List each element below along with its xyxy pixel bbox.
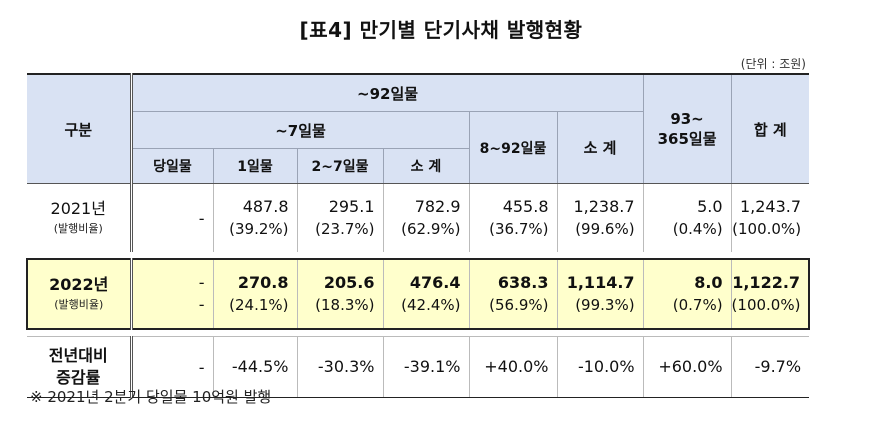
cell-total: -9.7% (730, 336, 810, 398)
cell-93-365days: 5.0 (0.4%) (642, 183, 732, 252)
value: +40.0% (484, 357, 549, 376)
value: 1,122.7 (732, 273, 801, 292)
cell-subtotal-7: -39.1% (382, 336, 470, 398)
row-label-yoy: 전년대비 증감률 (27, 336, 133, 398)
row-sublabel: (발행비율) (53, 222, 103, 235)
percent: (0.7%) (672, 296, 723, 314)
percent: (42.4%) (401, 296, 461, 314)
row-year: 2021년 (50, 199, 106, 218)
header-sameday: 당일물 (130, 148, 214, 184)
table-row-yoy-change: 전년대비 증감률 - -44.5% -30.3% -39.1% +40.0% -… (27, 336, 810, 398)
cell-93-365days: 8.0 (0.7%) (642, 258, 732, 330)
row-year: 2022년 (49, 275, 109, 294)
value: 1,114.7 (566, 273, 635, 292)
percent: (99.6%) (575, 220, 635, 238)
cell-93-365days: +60.0% (642, 336, 732, 398)
row-label-2021: 2021년 (발행비율) (27, 183, 133, 252)
row-gap (27, 329, 809, 337)
value: 8.0 (694, 273, 723, 292)
percent: (36.7%) (489, 220, 549, 238)
value: 455.8 (502, 197, 549, 216)
value: 1,238.7 (573, 197, 635, 216)
unit-label: (단위 : 조원) (740, 57, 806, 71)
cell-2-7days: 205.6 (18.3%) (296, 258, 384, 330)
value: -30.3% (317, 357, 375, 376)
table-row-2021: 2021년 (발행비율) - 487.8 (39.2%) 295.1 (23.7%)… (27, 183, 810, 252)
cell-subtotal-92: 1,114.7 (99.3%) (556, 258, 644, 330)
value: 270.8 (237, 273, 289, 292)
cell-2-7days: 295.1 (23.7%) (296, 183, 384, 252)
percent: (18.3%) (315, 296, 375, 314)
header-subtotal-92: 소 계 (556, 111, 644, 184)
percent: (62.9%) (401, 220, 461, 238)
value: 782.9 (414, 197, 461, 216)
cell-1day: 270.8 (24.1%) (212, 258, 298, 330)
header-93-365-line2: 365일물 (657, 129, 717, 148)
percent: - (198, 295, 205, 314)
cell-sameday: - (130, 183, 214, 252)
value: - (198, 273, 205, 292)
row-sublabel: (발행비율) (54, 298, 104, 311)
header-subtotal-7: 소 계 (382, 148, 470, 184)
row-label-line2: 증감률 (56, 368, 101, 387)
row-gap (27, 252, 809, 259)
cell-total: 1,122.7 (100.0%) (730, 258, 811, 330)
cell-1day: 487.8 (39.2%) (212, 183, 298, 252)
table-row-2022: 2022년 (발행비율) -- 270.8 (24.1%) 205.6 (18.3%… (26, 258, 811, 330)
percent: (0.4%) (672, 220, 723, 238)
header-gubun: 구분 (27, 73, 133, 184)
percent: (99.3%) (575, 296, 635, 314)
value: 638.3 (497, 273, 549, 292)
percent: (23.7%) (315, 220, 375, 238)
value: 487.8 (242, 197, 289, 216)
footnote: ※ 2021년 2분기 당일물 10억원 발행 (30, 388, 272, 406)
cell-subtotal-7: 782.9 (62.9%) (382, 183, 470, 252)
value: 205.6 (323, 273, 375, 292)
value: 5.0 (697, 197, 723, 216)
header-2-7days: 2~7일물 (296, 148, 384, 184)
value: 295.1 (328, 197, 375, 216)
cell-8-92days: +40.0% (468, 336, 558, 398)
cell-2-7days: -30.3% (296, 336, 384, 398)
table-title: [표4] 만기별 단기사채 발행현황 (299, 18, 583, 42)
value: -10.0% (577, 357, 635, 376)
cell-sameday: -- (130, 258, 214, 330)
percent: (56.9%) (489, 296, 549, 314)
value: 476.4 (409, 273, 461, 292)
cell-8-92days: 455.8 (36.7%) (468, 183, 558, 252)
header-93-365days: 93~ 365일물 (642, 73, 732, 184)
cell-subtotal-92: -10.0% (556, 336, 644, 398)
short-term-bond-table: 구분 ~92일물 93~ 365일물 합 계 ~7일물 8~92일물 소 계 당… (26, 73, 811, 398)
value: +60.0% (658, 357, 723, 376)
value: -9.7% (754, 357, 802, 376)
row-label-2022: 2022년 (발행비율) (26, 258, 133, 330)
header-total: 합 계 (730, 73, 810, 184)
row-label-line1: 전년대비 (48, 346, 108, 365)
cell-sameday: - (130, 336, 214, 398)
value: -44.5% (231, 357, 289, 376)
value: 1,243.7 (739, 197, 802, 216)
percent: (100.0%) (731, 296, 801, 314)
header-upto-92days: ~92일물 (130, 73, 644, 112)
header-1day: 1일물 (212, 148, 298, 184)
percent: (24.1%) (229, 296, 289, 314)
cell-subtotal-7: 476.4 (42.4%) (382, 258, 470, 330)
cell-subtotal-92: 1,238.7 (99.6%) (556, 183, 644, 252)
header-8-92days: 8~92일물 (468, 111, 558, 184)
header-upto-7days: ~7일물 (130, 111, 470, 149)
cell-total: 1,243.7 (100.0%) (730, 183, 810, 252)
value: -39.1% (403, 357, 461, 376)
cell-8-92days: 638.3 (56.9%) (468, 258, 558, 330)
percent: (39.2%) (229, 220, 289, 238)
header-93-365-line1: 93~ (670, 109, 704, 128)
percent: (100.0%) (732, 220, 802, 238)
